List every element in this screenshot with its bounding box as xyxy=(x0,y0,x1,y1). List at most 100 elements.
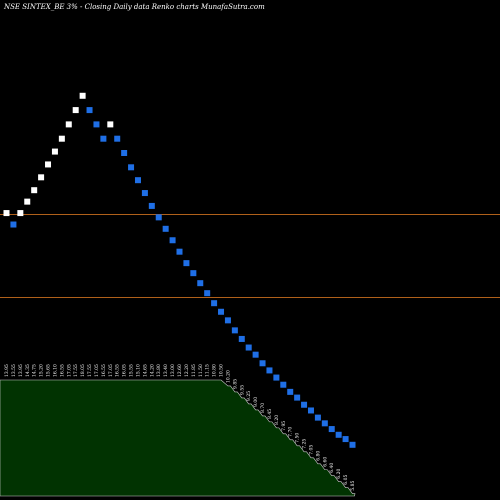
renko-brick-13 xyxy=(93,121,100,128)
price-label-45: 6.80 xyxy=(315,451,321,461)
renko-brick-50 xyxy=(349,441,356,448)
price-label-9: 17.05 xyxy=(66,364,72,377)
renko-brick-26 xyxy=(183,260,190,267)
renko-brick-43 xyxy=(301,401,308,408)
renko-brick-46 xyxy=(321,420,328,427)
price-label-21: 14.20 xyxy=(149,364,155,377)
renko-brick-22 xyxy=(155,214,162,221)
renko-brick-38 xyxy=(266,367,273,374)
price-label-30: 10.80 xyxy=(212,364,218,377)
renko-brick-49 xyxy=(342,436,349,443)
renko-brick-42 xyxy=(294,394,301,401)
renko-brick-24 xyxy=(169,237,176,244)
renko-brick-44 xyxy=(307,407,314,414)
renko-brick-0 xyxy=(3,210,10,217)
price-label-47: 6.40 xyxy=(329,463,335,473)
price-label-41: 7.70 xyxy=(288,427,294,437)
renko-brick-34 xyxy=(238,335,245,342)
renko-brick-17 xyxy=(121,150,128,156)
price-label-39: 8.20 xyxy=(274,415,280,425)
price-label-34: 9.55 xyxy=(239,385,245,395)
price-label-35: 9.25 xyxy=(246,391,252,401)
price-label-49: 6.05 xyxy=(343,475,349,485)
renko-brick-45 xyxy=(314,414,321,421)
price-label-15: 17.05 xyxy=(108,364,114,377)
price-label-2: 13.95 xyxy=(18,364,24,377)
renko-brick-2 xyxy=(17,210,24,217)
price-label-10: 17.55 xyxy=(73,364,79,377)
price-label-24: 13.00 xyxy=(170,364,176,377)
renko-brick-8 xyxy=(58,135,65,142)
renko-brick-20 xyxy=(141,190,148,197)
renko-brick-25 xyxy=(176,248,183,255)
renko-brick-6 xyxy=(45,161,52,168)
renko-brick-32 xyxy=(224,317,231,324)
renko-brick-18 xyxy=(128,164,135,171)
renko-brick-41 xyxy=(287,388,294,395)
price-label-6: 15.65 xyxy=(46,364,52,377)
price-label-1: 13.55 xyxy=(11,364,17,377)
price-label-42: 7.50 xyxy=(295,433,301,443)
renko-brick-48 xyxy=(335,431,342,438)
renko-brick-47 xyxy=(328,426,335,433)
renko-brick-28 xyxy=(197,280,204,287)
renko-brick-5 xyxy=(38,174,45,181)
renko-brick-27 xyxy=(190,270,197,277)
renko-brick-15 xyxy=(107,121,114,128)
price-label-17: 16.05 xyxy=(122,364,128,377)
renko-brick-16 xyxy=(114,135,121,142)
price-label-8: 16.55 xyxy=(59,364,65,377)
renko-brick-19 xyxy=(134,177,141,184)
renko-brick-39 xyxy=(273,374,280,381)
price-label-3: 14.35 xyxy=(25,364,31,377)
renko-brick-31 xyxy=(218,308,225,315)
price-label-19: 15.10 xyxy=(135,364,141,377)
chart-title: NSE SINTEX_BE 3% - Closing Daily data Re… xyxy=(3,3,265,11)
renko-brick-30 xyxy=(211,300,218,307)
price-label-7: 16.10 xyxy=(52,364,58,377)
price-label-25: 12.60 xyxy=(177,364,183,377)
price-label-4: 14.75 xyxy=(32,364,38,377)
price-label-28: 11.50 xyxy=(198,364,204,377)
price-label-13: 17.05 xyxy=(94,364,100,377)
volume-fill xyxy=(0,379,356,497)
renko-brick-11 xyxy=(79,92,86,99)
renko-brick-14 xyxy=(100,135,107,142)
renko-brick-3 xyxy=(24,198,31,205)
price-label-32: 10.20 xyxy=(225,370,231,383)
renko-brick-33 xyxy=(231,327,238,334)
price-label-37: 8.70 xyxy=(260,403,266,413)
renko-brick-40 xyxy=(280,381,287,388)
renko-bricks xyxy=(3,92,356,448)
price-label-36: 9.00 xyxy=(253,397,259,407)
renko-brick-10 xyxy=(72,107,79,114)
price-label-12: 17.55 xyxy=(87,364,93,377)
renko-brick-1 xyxy=(10,221,17,228)
price-label-50: 5.85 xyxy=(350,481,356,491)
price-label-44: 7.05 xyxy=(308,445,314,455)
price-label-23: 13.40 xyxy=(163,364,169,377)
price-label-20: 14.65 xyxy=(142,364,148,377)
renko-brick-9 xyxy=(65,121,72,128)
price-label-29: 11.15 xyxy=(205,364,211,377)
price-label-40: 7.95 xyxy=(281,421,287,431)
reference-lines xyxy=(0,214,500,298)
renko-brick-29 xyxy=(204,290,211,297)
price-label-22: 13.80 xyxy=(156,364,162,377)
price-label-31: 10.50 xyxy=(219,364,225,377)
price-label-43: 7.25 xyxy=(302,439,308,449)
price-label-27: 11.85 xyxy=(191,364,197,377)
renko-brick-35 xyxy=(245,344,252,351)
price-label-38: 8.45 xyxy=(267,409,273,419)
renko-brick-7 xyxy=(51,148,58,155)
price-label-46: 6.60 xyxy=(322,457,328,467)
renko-brick-23 xyxy=(162,225,169,232)
volume-area xyxy=(0,379,356,497)
price-label-11: 18.05 xyxy=(80,364,86,377)
price-label-5: 15.20 xyxy=(39,364,45,377)
price-label-14: 16.55 xyxy=(101,364,107,377)
renko-brick-36 xyxy=(252,351,259,358)
price-label-16: 16.55 xyxy=(115,364,121,377)
